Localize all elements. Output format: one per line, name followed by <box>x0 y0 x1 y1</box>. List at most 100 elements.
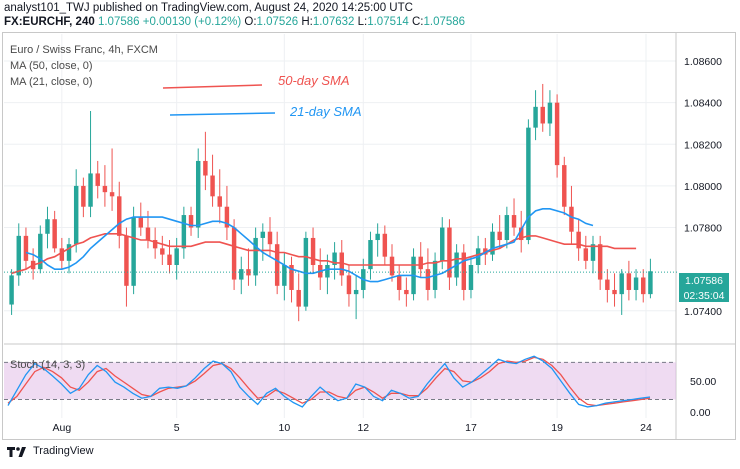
candle-down <box>296 289 301 307</box>
candle-up <box>440 227 445 261</box>
ma21-line <box>25 208 594 283</box>
stoch-d-line <box>7 356 651 407</box>
candle-down <box>605 279 610 290</box>
candle-down <box>418 256 423 270</box>
stoch-tick-label: 50.00 <box>690 376 716 388</box>
candles <box>9 83 653 322</box>
footer[interactable]: TradingView <box>6 444 94 458</box>
candle-up <box>619 273 624 295</box>
candle-up <box>368 240 373 270</box>
candle-down <box>569 206 574 232</box>
candle-down <box>217 196 222 207</box>
candle-down <box>404 289 409 295</box>
candle-down <box>310 237 316 265</box>
candle-up <box>282 265 287 286</box>
candle-down <box>346 275 352 295</box>
last-price: 1.07586 <box>97 16 140 28</box>
stoch-band <box>4 362 676 400</box>
candle-down <box>95 173 100 186</box>
ma50-legend[interactable]: MA (50, close, 0) <box>10 60 93 72</box>
candle-up <box>590 244 596 261</box>
chart-frame[interactable] <box>2 32 736 440</box>
high-label: H: <box>301 16 313 28</box>
candle-up <box>547 102 553 124</box>
price-tag: 1.07586 02:35:04 <box>679 273 729 302</box>
time-tick-label: 10 <box>279 422 291 434</box>
candle-up <box>325 265 330 278</box>
candle-down <box>109 192 115 197</box>
candle-down <box>583 248 589 261</box>
candle-up <box>38 233 43 270</box>
candle-down <box>576 231 581 249</box>
open-label: O: <box>244 16 257 28</box>
candle-up <box>66 244 72 261</box>
price-tick-label: 1.07800 <box>684 223 722 235</box>
price-tick-label: 1.08600 <box>684 56 722 68</box>
publish-info: analyst101_TWJ published on TradingView.… <box>4 2 413 14</box>
candle-up <box>131 217 136 286</box>
sma21-annotation-line <box>169 112 276 116</box>
low-value: 1.07514 <box>367 16 409 28</box>
candle-down <box>23 235 29 261</box>
time-tick-label: 5 <box>174 422 180 434</box>
candle-down <box>339 252 344 276</box>
time-axis: Aug 5 10 12 17 19 24 <box>52 422 652 434</box>
symbol-ohlc-bar: FX:EURCHF, 240 1.07586 +0.00130 (+0.12%)… <box>4 16 465 28</box>
candle-down <box>59 248 65 261</box>
close-value: 1.07586 <box>423 16 466 28</box>
sma21-annotation: 21-day SMA <box>290 104 362 119</box>
candle-down <box>210 175 215 197</box>
candle-up <box>332 252 337 265</box>
candle-down <box>518 227 524 241</box>
candle-up <box>45 219 50 234</box>
candle-down <box>102 185 108 193</box>
candle-down <box>382 233 388 257</box>
symbol-label[interactable]: FX:EURCHF, 240 <box>4 16 95 28</box>
price-tag-value: 1.07586 <box>685 275 723 287</box>
candle-down <box>188 215 194 228</box>
countdown-bg <box>679 288 729 302</box>
time-tick-label: Aug <box>52 422 71 434</box>
candle-up <box>174 248 179 265</box>
candle-down <box>52 219 57 249</box>
open-value: 1.07526 <box>256 16 299 28</box>
candle-down <box>641 277 646 295</box>
sma50-annotation: 50-day SMA <box>278 73 350 88</box>
time-tick-label: 19 <box>551 422 563 434</box>
candle-down <box>117 196 122 236</box>
candle-up <box>353 289 359 295</box>
price-tick-label: 1.08000 <box>684 181 722 193</box>
candle-up <box>490 231 495 255</box>
time-tick-label: 12 <box>357 422 369 434</box>
candle-up <box>88 173 93 207</box>
candle-down <box>612 289 617 295</box>
candle-up <box>9 275 14 305</box>
price-tag-bg <box>679 273 729 288</box>
candle-up <box>533 106 538 128</box>
candle-up <box>526 127 531 241</box>
candle-down <box>554 102 560 166</box>
candle-down <box>138 217 144 228</box>
candle-up <box>375 233 380 241</box>
candle-down <box>562 165 567 207</box>
candle-up <box>239 269 244 280</box>
candle-down <box>396 275 402 290</box>
time-tick-label: 24 <box>640 422 652 434</box>
candle-down <box>511 215 517 228</box>
candle-down <box>124 235 129 286</box>
candle-up <box>195 160 201 228</box>
candle-up <box>468 265 474 290</box>
time-tick-label: 17 <box>465 422 477 434</box>
tradingview-brand: TradingView <box>33 445 94 457</box>
candle-down <box>626 273 632 290</box>
ma21-legend[interactable]: MA (21, close, 0) <box>10 76 93 88</box>
candle-down <box>231 227 237 280</box>
sma50-annotation-line <box>162 84 263 89</box>
candle-down <box>274 244 280 286</box>
candle-down <box>597 244 603 280</box>
ma50-line <box>11 233 637 275</box>
candle-up <box>648 271 653 295</box>
candle-up <box>16 235 21 276</box>
stoch-legend[interactable]: Stoch (14, 3, 3) <box>10 359 86 371</box>
